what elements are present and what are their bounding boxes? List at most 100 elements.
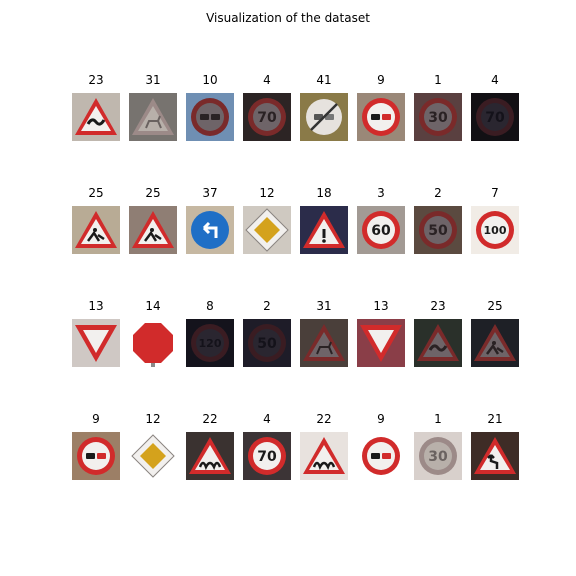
- sign-face: [481, 103, 509, 131]
- class-label: 2: [434, 186, 442, 200]
- traffic-sign-image: [471, 319, 519, 367]
- sign-face: [140, 443, 166, 469]
- traffic-sign-image: [300, 319, 348, 367]
- sign-face: [253, 103, 281, 131]
- speed-number-glyph: 70: [257, 449, 277, 465]
- speed-number-glyph: 50: [428, 223, 448, 239]
- traffic-sign-image: 70: [243, 93, 291, 141]
- traffic-sign-image: 30: [414, 93, 462, 141]
- figure-title: Visualization of the dataset: [206, 11, 370, 25]
- sign-face: [367, 216, 395, 244]
- speed-number-glyph: 120: [199, 337, 222, 350]
- speed-number-glyph: 60: [371, 223, 391, 239]
- class-label: 2: [263, 299, 271, 313]
- speed-number-glyph: 70: [485, 110, 505, 126]
- traffic-sign-image: 120: [186, 319, 234, 367]
- car-skid-glyph: [428, 344, 448, 352]
- class-label: 1: [434, 412, 442, 426]
- speed-number-glyph: 70: [257, 110, 277, 126]
- traffic-sign-image: [357, 93, 405, 141]
- sign-face: [82, 442, 110, 470]
- class-label: 25: [88, 186, 104, 200]
- traffic-sign-image: 70: [243, 432, 291, 480]
- car-left-glyph: [200, 114, 209, 120]
- car-right-glyph: [382, 453, 391, 459]
- traffic-sign-image: [300, 93, 348, 141]
- deer-glyph: [316, 341, 333, 355]
- car-right-glyph: [382, 114, 391, 120]
- traffic-sign-image: [300, 432, 348, 480]
- class-label: 9: [377, 412, 385, 426]
- sign-face: [253, 329, 281, 357]
- sign-face: [480, 445, 510, 470]
- traffic-sign-image: [186, 432, 234, 480]
- class-label: 7: [491, 186, 499, 200]
- class-label: 21: [487, 412, 503, 426]
- sign-face: [191, 211, 229, 249]
- traffic-sign-image: [414, 319, 462, 367]
- sign-face: [83, 330, 109, 353]
- double-bend-glyph: [487, 454, 499, 469]
- class-label: 4: [263, 412, 271, 426]
- traffic-sign-image: [186, 206, 234, 254]
- speed-number-glyph: 30: [428, 449, 448, 465]
- class-label: 9: [377, 73, 385, 87]
- traffic-sign-image: [471, 432, 519, 480]
- traffic-sign-image: [72, 93, 120, 141]
- car-left-glyph: [371, 453, 380, 459]
- class-label: 13: [88, 299, 104, 313]
- car-right-glyph: [97, 453, 106, 459]
- sign-face: [367, 442, 395, 470]
- traffic-sign-image: 60: [357, 206, 405, 254]
- traffic-sign-image: [129, 93, 177, 141]
- class-label: 41: [316, 73, 332, 87]
- sign-face: [254, 217, 280, 243]
- end-restriction-bar: [310, 103, 338, 131]
- worker-head-glyph: [492, 341, 496, 345]
- class-label: 12: [145, 412, 161, 426]
- worker-glyph: [144, 230, 162, 242]
- class-label: 22: [316, 412, 332, 426]
- sign-face: [81, 106, 111, 131]
- sign-face: [196, 103, 224, 131]
- sign-face: [481, 216, 509, 244]
- bumpy-road-glyph: [312, 461, 336, 471]
- traffic-sign-image: [129, 432, 177, 480]
- traffic-sign-image: [129, 206, 177, 254]
- class-label: 13: [373, 299, 389, 313]
- class-label: 4: [263, 73, 271, 87]
- traffic-sign-image: 70: [471, 93, 519, 141]
- sign-face: [133, 323, 173, 363]
- worker-head-glyph: [150, 228, 154, 232]
- traffic-sign-image: [72, 432, 120, 480]
- traffic-sign-image: [72, 206, 120, 254]
- sign-face: [424, 103, 452, 131]
- sign-face: [424, 442, 452, 470]
- speed-number-glyph: 30: [428, 110, 448, 126]
- traffic-sign-image: [129, 319, 177, 367]
- class-label: 25: [145, 186, 161, 200]
- traffic-sign-image: 50: [243, 319, 291, 367]
- sign-face: [196, 329, 224, 357]
- speed-number-glyph: 100: [484, 224, 507, 237]
- traffic-sign-image: [72, 319, 120, 367]
- car-left-glyph: [86, 453, 95, 459]
- class-label: 25: [487, 299, 503, 313]
- speed-number-glyph: 50: [257, 336, 277, 352]
- class-label: 9: [92, 412, 100, 426]
- sign-face: [423, 332, 453, 357]
- sign-face: [253, 442, 281, 470]
- class-label: 12: [259, 186, 275, 200]
- class-label: 14: [145, 299, 161, 313]
- sign-face: [367, 103, 395, 131]
- traffic-sign-image: 100: [471, 206, 519, 254]
- class-label: 3: [377, 186, 385, 200]
- class-label: 8: [206, 299, 214, 313]
- arrow-left-glyph: [202, 221, 218, 238]
- traffic-sign-image: 30: [414, 432, 462, 480]
- worker-glyph: [87, 230, 105, 242]
- class-label: 18: [316, 186, 332, 200]
- class-label: 31: [145, 73, 161, 87]
- car-skid-glyph: [86, 118, 106, 126]
- traffic-sign-image: [357, 432, 405, 480]
